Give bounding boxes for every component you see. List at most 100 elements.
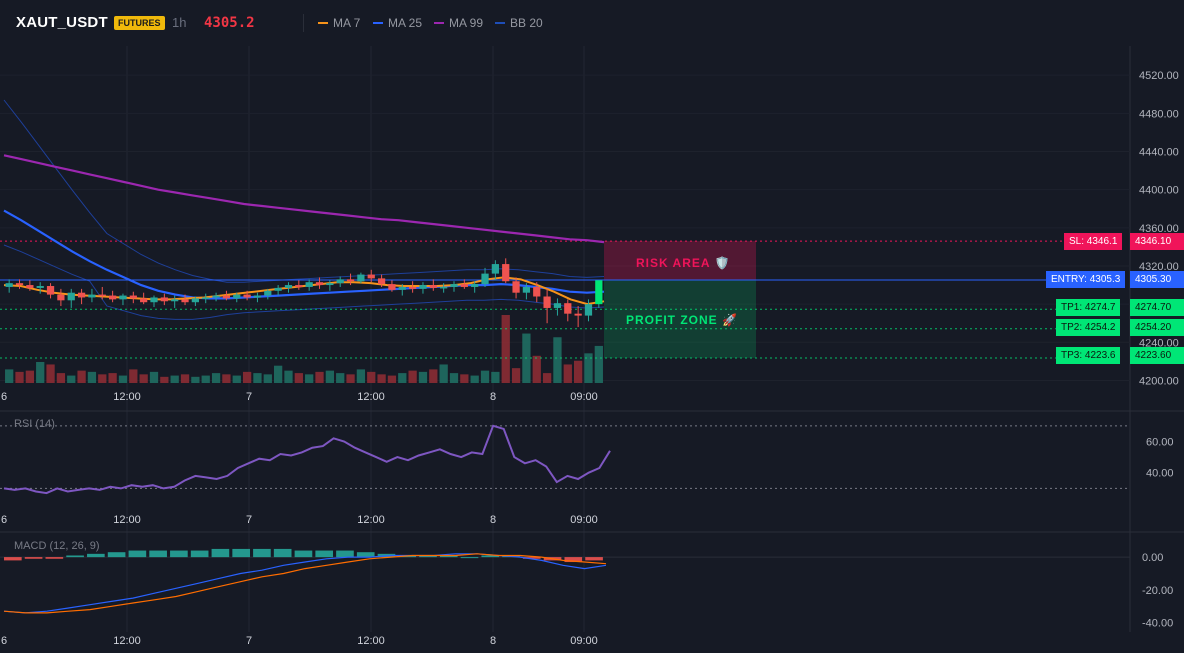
symbol-name[interactable]: XAUT_USDT — [16, 14, 108, 31]
entry-axis-label: 4305.30 — [1130, 271, 1184, 288]
candle-body — [471, 284, 479, 287]
volume-bar — [387, 375, 397, 383]
volume-bar — [118, 375, 128, 383]
candle-body — [522, 286, 531, 293]
time-tick-label: 12:00 — [113, 635, 141, 647]
volume-bar — [56, 373, 66, 383]
macd-histogram-bar — [107, 552, 126, 558]
macd-histogram-bar — [149, 550, 167, 558]
volume-bar — [480, 370, 490, 383]
candle-body — [429, 285, 437, 288]
volume-bar — [439, 364, 448, 383]
macd-tick-label: 0.00 — [1142, 552, 1163, 564]
legend-label: MA 25 — [388, 16, 423, 30]
tp2-tag[interactable]: TP2: 4254.2 — [1056, 319, 1121, 336]
volume-bar — [511, 368, 521, 383]
tp1-tag[interactable]: TP1: 4274.7 — [1056, 299, 1121, 316]
candle-body — [243, 294, 251, 298]
time-tick-label: 7 — [246, 514, 252, 526]
candle-body — [284, 285, 293, 288]
time-tick-label: 09:00 — [570, 391, 598, 403]
macd-histogram-bar — [128, 550, 147, 558]
volume-bar — [325, 370, 334, 383]
time-tick-label: 7 — [246, 391, 252, 403]
volume-bar — [470, 375, 479, 383]
legend-ma99[interactable]: MA 99 — [434, 16, 483, 30]
price-tick-label: 4320.00 — [1139, 261, 1179, 273]
volume-bars — [5, 315, 603, 383]
tp1-axis-label: 4274.70 — [1130, 299, 1184, 316]
volume-bar — [87, 371, 97, 383]
volume-bar — [160, 376, 169, 383]
volume-bar — [129, 369, 138, 383]
time-tick-label: 12:00 — [357, 391, 385, 403]
candle-body — [543, 296, 551, 308]
legend-label: MA 7 — [333, 16, 361, 30]
macd-histogram-bar — [356, 552, 375, 558]
legend-label: MA 99 — [449, 16, 484, 30]
candle-body — [295, 285, 303, 287]
volume-bar — [211, 373, 221, 383]
profit-zone-label: PROFIT ZONE 🚀 — [626, 313, 738, 327]
macd-histogram-bar — [4, 557, 22, 561]
interval-label[interactable]: 1h — [172, 15, 187, 30]
volume-bar — [346, 374, 355, 383]
candle-body — [26, 285, 34, 288]
volume-bar — [418, 371, 428, 383]
volume-bar — [594, 345, 603, 383]
last-price: 4305.2 — [204, 15, 255, 31]
time-tick-label: 12:00 — [357, 514, 385, 526]
volume-bar — [15, 371, 24, 383]
volume-bar — [139, 374, 148, 383]
candle-body — [202, 297, 210, 299]
macd-histogram-bar — [336, 550, 354, 558]
candles — [5, 258, 603, 328]
entry-tag[interactable]: ENTRY: 4305.3 — [1046, 271, 1126, 288]
bollinger-line — [3, 244, 605, 320]
candle-body — [377, 278, 386, 285]
macd-histogram-bar — [87, 553, 105, 558]
candle-body — [160, 297, 168, 302]
legend-bb20[interactable]: BB 20 — [495, 16, 543, 30]
volume-bar — [532, 355, 541, 383]
candle-body — [564, 303, 572, 314]
candle-body — [533, 286, 541, 297]
candle-body — [305, 282, 313, 287]
tp3-tag[interactable]: TP3: 4223.6 — [1056, 347, 1121, 364]
tp2-axis-label: 4254.20 — [1130, 319, 1184, 336]
tp3-axis-label: 4223.60 — [1130, 347, 1184, 364]
macd-histogram-bar — [170, 550, 188, 558]
bollinger-line — [3, 99, 605, 283]
rsi-line — [3, 424, 611, 495]
volume-bar — [429, 369, 438, 383]
legend-ma25[interactable]: MA 25 — [373, 16, 422, 30]
candle-body — [15, 283, 24, 286]
candle-body — [150, 297, 158, 303]
macd-histogram-bar — [439, 555, 458, 558]
risk-area-zone — [604, 241, 756, 281]
volume-bar — [460, 374, 469, 383]
volume-bar — [398, 373, 407, 383]
candle-body — [77, 292, 86, 298]
macd-line — [3, 553, 607, 614]
signal-line — [3, 553, 607, 614]
volume-bar — [542, 373, 552, 383]
volume-bar — [36, 361, 45, 383]
time-tick-label: 8 — [490, 514, 496, 526]
sl-tag[interactable]: SL: 4346.1 — [1064, 233, 1123, 250]
macd-histogram-bar — [45, 557, 64, 559]
candle-body — [512, 281, 520, 293]
macd-tick-label: -40.00 — [1142, 618, 1173, 630]
candle-body — [398, 286, 406, 290]
candle-body — [450, 284, 458, 287]
price-tick-label: 4520.00 — [1139, 70, 1179, 82]
time-axis-macd: 6 12:00 7 12:00 8 09:00 — [1, 635, 598, 647]
time-tick-label: 6 — [1, 635, 7, 647]
volume-bar — [242, 371, 252, 383]
candle-body — [584, 304, 593, 316]
level-lines — [0, 240, 1064, 359]
legend-ma7[interactable]: MA 7 — [318, 16, 360, 30]
candle-body — [336, 279, 344, 284]
volume-bar — [263, 374, 272, 383]
